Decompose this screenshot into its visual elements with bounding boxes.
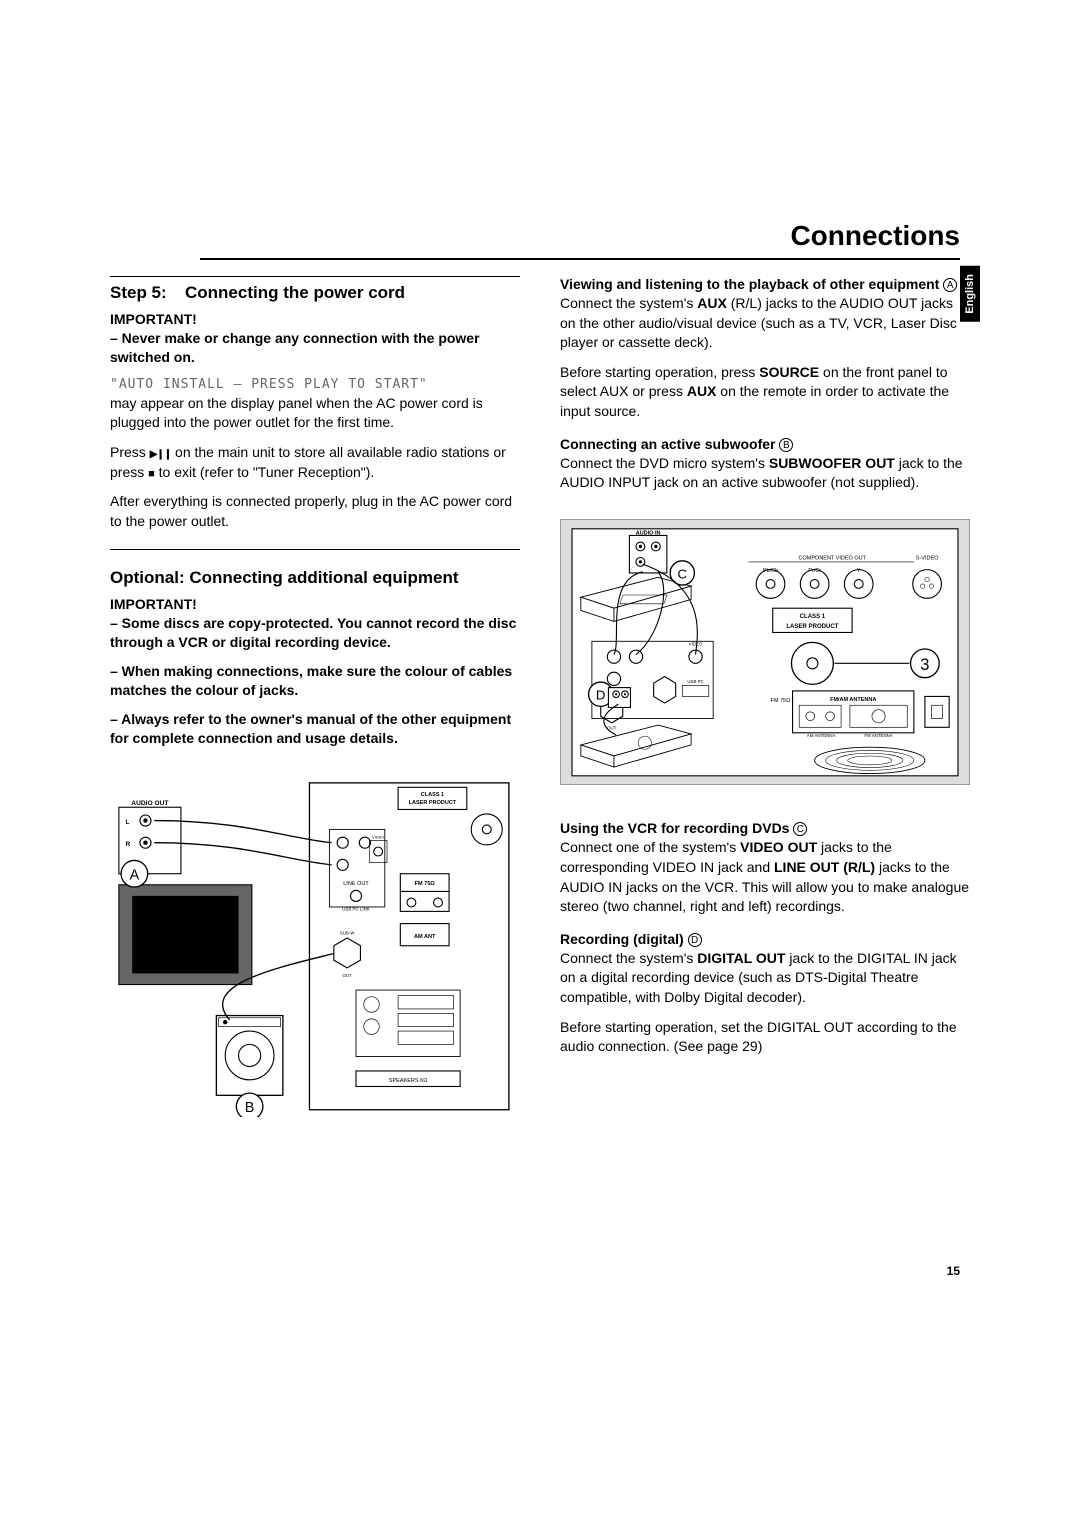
svg-text:Y: Y <box>857 568 861 574</box>
left-column: Step 5: Connecting the power cord IMPORT… <box>110 276 520 1138</box>
svg-text:Pr/Cr: Pr/Cr <box>808 568 821 574</box>
para-d2: Before starting operation, set the DIGIT… <box>560 1018 970 1057</box>
opt-note1: – Some discs are copy-protected. You can… <box>110 614 520 652</box>
heading-b: Connecting an active subwoofer B <box>560 436 970 452</box>
heading-d: Recording (digital) D <box>560 931 970 947</box>
power-para2: Press on the main unit to store all avai… <box>110 443 520 482</box>
connection-diagram-ab: CLASS 1 LASER PRODUCT LINE OUT USB PC LI… <box>110 774 520 1118</box>
svg-text:AUDIO IN: AUDIO IN <box>636 530 661 536</box>
svg-text:L: L <box>126 819 130 826</box>
svg-text:AUDIO OUT: AUDIO OUT <box>131 800 168 807</box>
badge-a-icon: A <box>943 278 957 292</box>
para-a2: Before starting operation, press SOURCE … <box>560 363 970 422</box>
opt-note3: – Always refer to the owner's manual of … <box>110 710 520 748</box>
para-c: Connect one of the system's VIDEO OUT ja… <box>560 838 970 916</box>
para-a1: Connect the system's AUX (R/L) jacks to … <box>560 294 970 353</box>
important-label: IMPORTANT! <box>110 311 520 327</box>
svg-text:FM ANTENNA: FM ANTENNA <box>864 733 892 738</box>
svg-text:LASER PRODUCT: LASER PRODUCT <box>409 800 457 806</box>
svg-text:FM/AM ANTENNA: FM/AM ANTENNA <box>830 697 876 703</box>
step-label: Step 5: <box>110 283 185 303</box>
optional-heading: Optional: Connecting additional equipmen… <box>110 568 520 588</box>
svg-text:D: D <box>596 687 606 702</box>
svg-text:CLASS 1: CLASS 1 <box>800 614 826 620</box>
stop-icon <box>148 464 155 480</box>
svg-text:B: B <box>245 1100 255 1116</box>
svg-text:USB PC LINK: USB PC LINK <box>342 906 370 911</box>
svg-text:VIDEO: VIDEO <box>372 834 384 839</box>
important-label-2: IMPORTANT! <box>110 596 520 612</box>
heading-c: Using the VCR for recording DVDs C <box>560 820 970 836</box>
opt-note2: – When making connections, make sure the… <box>110 662 520 700</box>
svg-text:COMPONENT VIDEO OUT: COMPONENT VIDEO OUT <box>799 555 867 561</box>
svg-text:3: 3 <box>920 655 929 674</box>
power-para1: may appear on the display panel when the… <box>110 394 520 433</box>
badge-b-icon: B <box>779 438 793 452</box>
page-number: 15 <box>947 1264 960 1278</box>
heading-a: Viewing and listening to the playback of… <box>560 276 970 292</box>
lcd-message: "AUTO INSTALL – PRESS PLAY TO START" <box>110 377 520 392</box>
svg-text:R: R <box>126 841 131 848</box>
connection-diagram-cd: AUDIO IN C COMPONENT VIDEO OUT S-VIDEO P… <box>560 519 970 786</box>
svg-text:LINE OUT: LINE OUT <box>343 880 369 886</box>
power-para3: After everything is connected properly, … <box>110 492 520 531</box>
badge-d-icon: D <box>688 933 702 947</box>
language-tab: English <box>960 266 980 322</box>
svg-text:SPEAKERS 6Ω: SPEAKERS 6Ω <box>389 1078 428 1084</box>
svg-text:S-VIDEO: S-VIDEO <box>916 555 939 561</box>
page-title: Connections <box>200 220 960 260</box>
svg-text:OUT: OUT <box>342 972 352 977</box>
svg-text:USB PC: USB PC <box>687 679 704 684</box>
step-title: Connecting the power cord <box>185 283 405 303</box>
svg-text:FM 75Ω: FM 75Ω <box>415 880 436 886</box>
svg-text:VIDEO: VIDEO <box>689 641 703 646</box>
svg-text:A: A <box>130 867 140 883</box>
right-column: Viewing and listening to the playback of… <box>560 276 970 1138</box>
svg-text:CLASS 1: CLASS 1 <box>421 792 444 798</box>
badge-c-icon: C <box>793 822 807 836</box>
svg-text:AM ANT: AM ANT <box>414 934 436 940</box>
svg-text:SUB-W: SUB-W <box>340 930 356 935</box>
para-d1: Connect the system's DIGITAL OUT jack to… <box>560 949 970 1008</box>
para-b: Connect the DVD micro system's SUBWOOFER… <box>560 454 970 493</box>
svg-text:FM 75Ω: FM 75Ω <box>771 698 791 704</box>
svg-text:C: C <box>678 566 688 581</box>
svg-text:Pb/Cb: Pb/Cb <box>763 568 778 574</box>
svg-text:AM ANTENNA: AM ANTENNA <box>807 733 836 738</box>
svg-text:LASER PRODUCT: LASER PRODUCT <box>786 624 838 630</box>
play-pause-icon <box>150 444 171 460</box>
power-warning: – Never make or change any connection wi… <box>110 329 520 367</box>
step5-heading: Step 5: Connecting the power cord <box>110 283 520 303</box>
